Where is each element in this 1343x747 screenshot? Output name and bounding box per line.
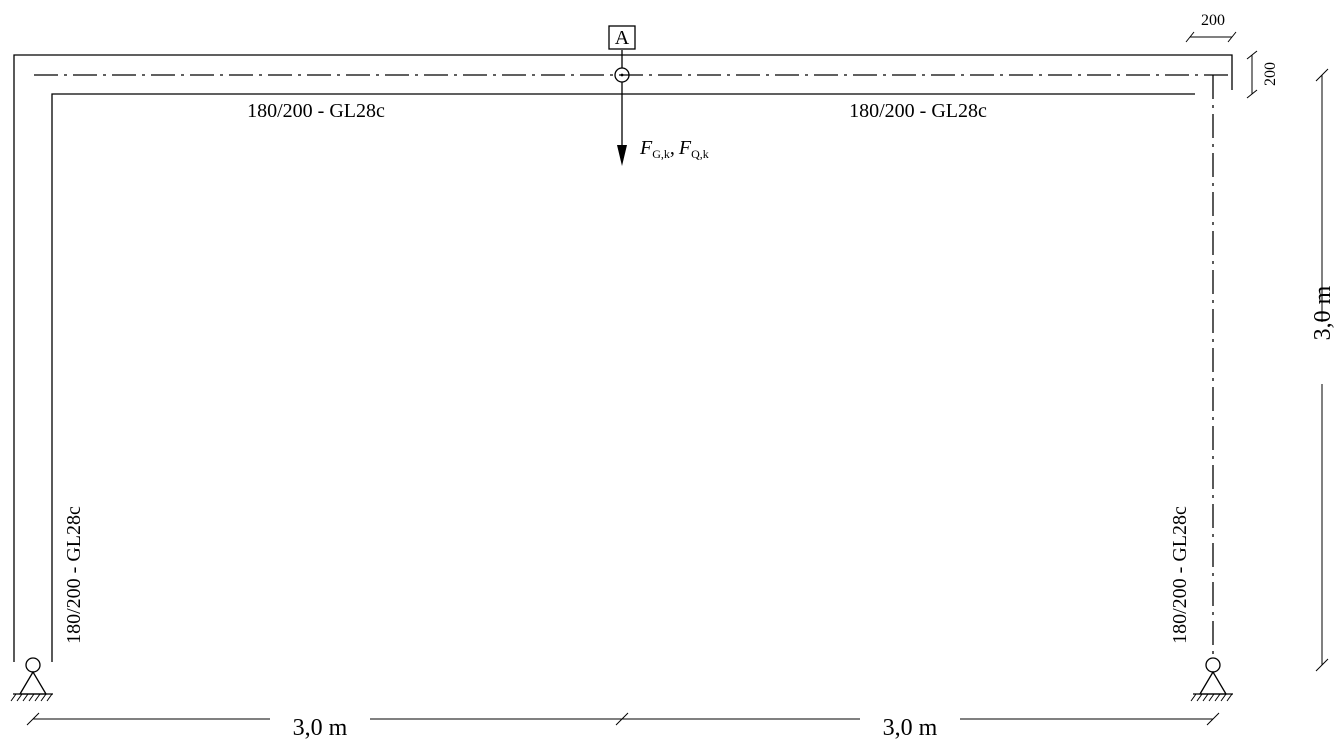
load-f2-sub: Q,k (691, 147, 709, 161)
section-width-text: 200 (1201, 12, 1225, 29)
section-width-tick-right (1227, 31, 1237, 43)
system-axes (34, 74, 1232, 658)
node-label-text: A (615, 27, 630, 49)
span-tick-middle (615, 712, 629, 726)
right-support-pin (1205, 657, 1221, 673)
load-f2-main: F (678, 137, 692, 159)
span-tick-left (26, 712, 40, 726)
height-tick-bottom (1315, 658, 1329, 672)
load-separator: , (670, 137, 675, 159)
height-dimension: 3,0 m (1310, 68, 1336, 672)
column-right-label: 180/200 - GL28c (1169, 506, 1191, 644)
left-pinned-support (10, 657, 53, 702)
beam-left-label: 180/200 - GL28c (247, 100, 385, 122)
section-width-dimension: 200 (1185, 12, 1237, 43)
left-support-hatching (10, 693, 53, 702)
frame-outer-edge (13, 54, 1233, 662)
hinge-dot (620, 73, 624, 77)
load-label: FG,k, FQ,k (639, 137, 709, 161)
span-tick-right (1206, 712, 1220, 726)
height-tick-top (1315, 68, 1329, 82)
section-height-dimension: 200 (1246, 50, 1279, 99)
right-support-triangle (1198, 670, 1228, 695)
section-height-tick-top (1246, 50, 1258, 60)
right-support-hatching (1190, 693, 1233, 702)
column-left-label: 180/200 - GL28c (63, 506, 85, 644)
section-height-tick-bottom (1246, 89, 1258, 99)
load-f1-main: F (639, 137, 653, 159)
left-support-pin (25, 657, 41, 673)
height-dimension-text: 3,0 m (1310, 285, 1336, 340)
section-width-tick-left (1185, 31, 1195, 43)
node-label-box (608, 25, 636, 50)
left-support-triangle (18, 670, 48, 695)
span-left-text: 3,0 m (293, 715, 348, 741)
frame-outline (13, 54, 1233, 662)
load-arrow-head (617, 145, 627, 166)
load-f1-sub: G,k (652, 147, 670, 161)
right-pinned-support (1190, 657, 1233, 702)
node-label-a: A (608, 25, 636, 50)
span-dimension: 3,0 m 3,0 m (26, 712, 1220, 741)
beam-right-label: 180/200 - GL28c (849, 100, 987, 122)
point-load: FG,k, FQ,k (617, 82, 709, 166)
span-right-text: 3,0 m (883, 715, 938, 741)
section-height-text: 200 (1262, 62, 1279, 86)
frame-inner-edge (51, 93, 1195, 662)
